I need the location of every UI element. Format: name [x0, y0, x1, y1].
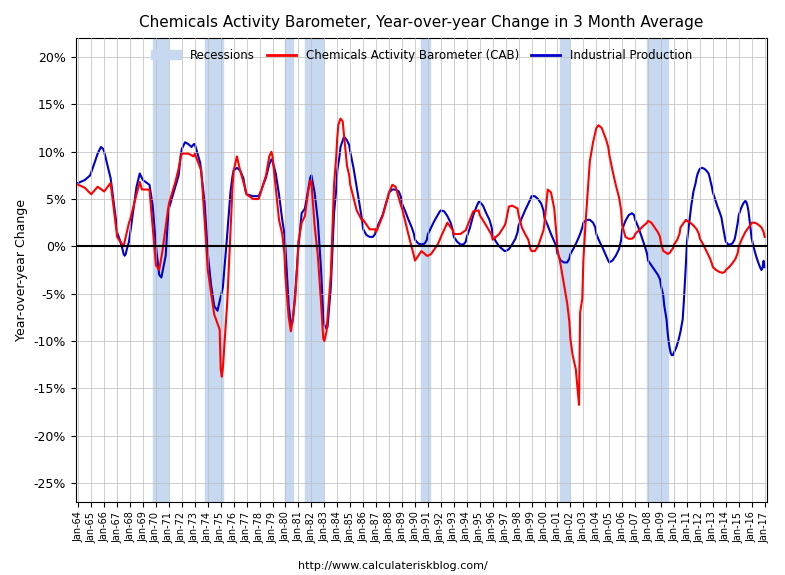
Text: http://www.calculateriskblog.com/: http://www.calculateriskblog.com/	[298, 561, 487, 571]
Bar	[305, 38, 323, 502]
Title: Chemicals Activity Barometer, Year-over-year Change in 3 Month Average: Chemicals Activity Barometer, Year-over-…	[139, 15, 703, 30]
Bar	[205, 38, 223, 502]
Bar	[286, 38, 293, 502]
Y-axis label: Year-over-year Change: Year-over-year Change	[15, 199, 28, 341]
Bar	[422, 38, 430, 502]
Legend: Recessions, Chemicals Activity Barometer (CAB), Industrial Production: Recessions, Chemicals Activity Barometer…	[146, 44, 696, 67]
Bar	[647, 38, 667, 502]
Bar	[560, 38, 569, 502]
Bar	[153, 38, 168, 502]
